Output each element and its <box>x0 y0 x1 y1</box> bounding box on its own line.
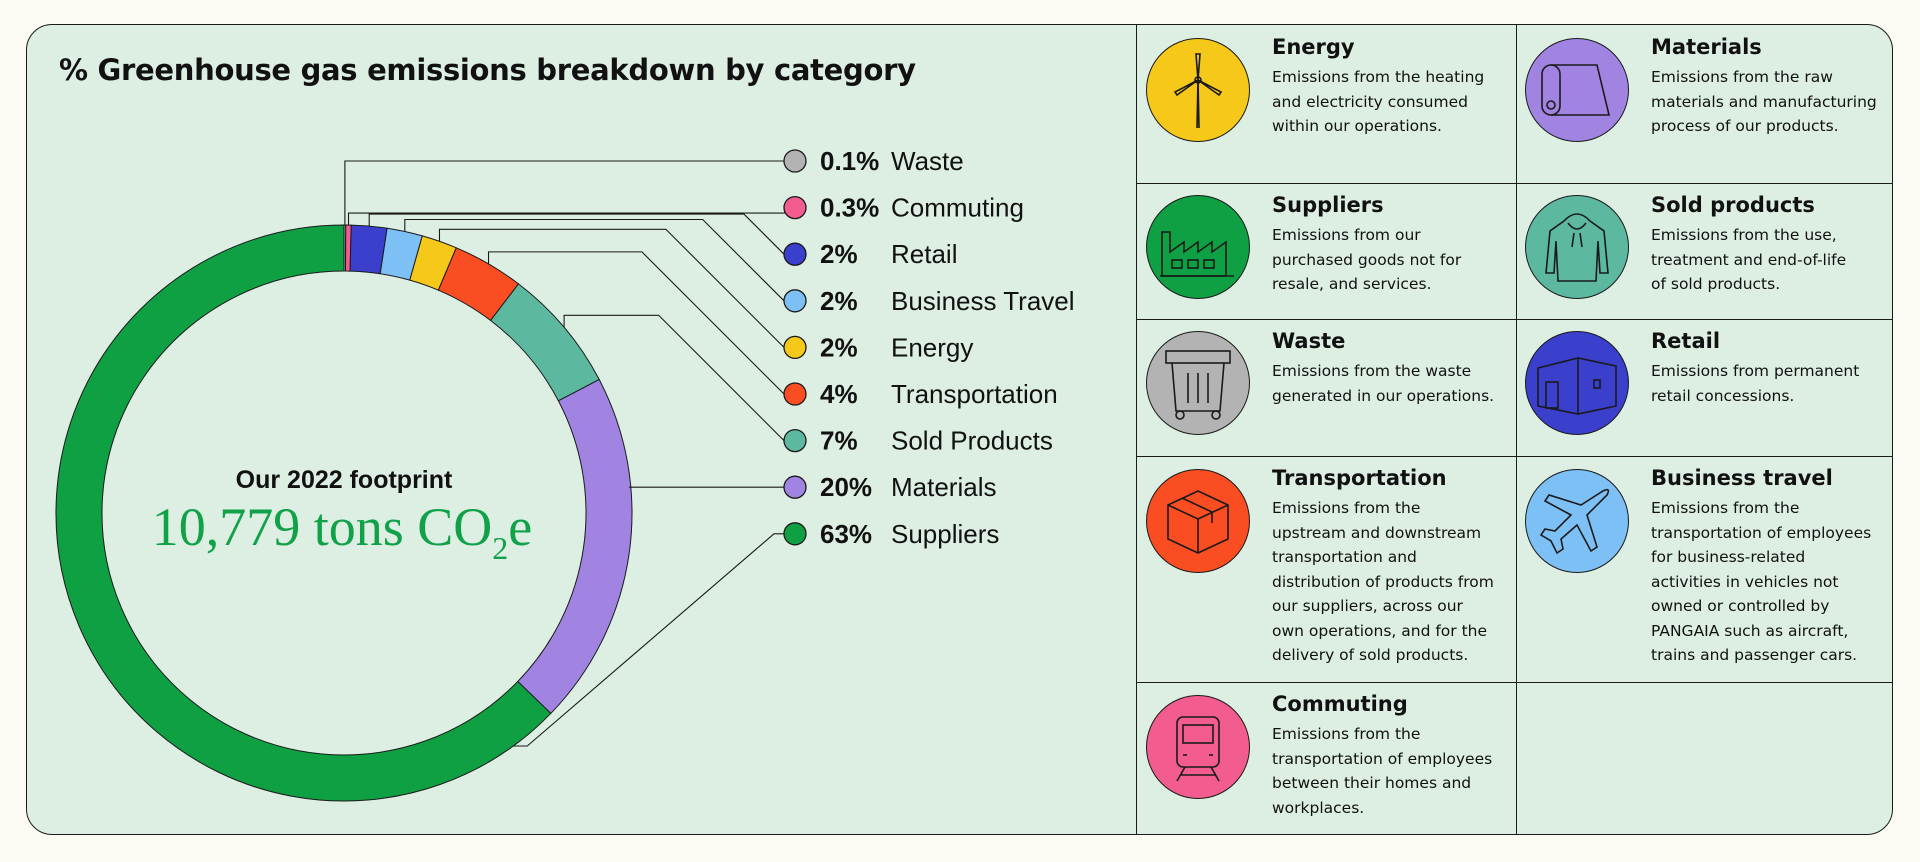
leader-line-commuting <box>347 207 791 226</box>
category-description: Emissions from the transportation of emp… <box>1651 499 1872 664</box>
category-card-materials: Materials Emissions from the raw material… <box>1516 25 1892 183</box>
waste-bin-icon <box>1146 331 1250 435</box>
legend-value-suppliers: 63% <box>820 519 872 549</box>
legend-dot-transportation <box>783 382 807 406</box>
center-value: 10,779 tons CO2e <box>152 497 533 566</box>
legend-dot-materials <box>783 475 807 499</box>
legend-value-waste: 0.1% <box>820 146 879 176</box>
legend-label-materials: Materials <box>891 472 996 502</box>
category-description: Emissions from permanent retail concessi… <box>1651 362 1860 405</box>
grid-divider <box>1137 682 1892 683</box>
legend-value-commuting: 0.3% <box>820 193 879 223</box>
category-description: Emissions from the upstream and downstre… <box>1272 499 1494 664</box>
category-title: Transportation <box>1272 466 1447 490</box>
grid-divider <box>1516 25 1517 834</box>
train-icon <box>1146 695 1250 799</box>
legend-label-suppliers: Suppliers <box>891 519 999 549</box>
legend-label-sold-products: Sold Products <box>891 426 1053 456</box>
legend-value-materials: 20% <box>820 472 872 502</box>
legend-dot-energy <box>783 335 807 360</box>
category-card-sold-products: Sold products Emissions from the use, tre… <box>1516 183 1892 319</box>
box-icon <box>1146 469 1250 573</box>
category-title: Business travel <box>1651 466 1833 490</box>
legend-value-energy: 2% <box>820 332 858 362</box>
legend-dot-sold-products <box>783 428 807 453</box>
category-title: Commuting <box>1272 692 1408 716</box>
category-description: Emissions from the heating and electrici… <box>1272 68 1485 135</box>
legend-dot-suppliers <box>783 522 807 546</box>
leader-line-sold-products <box>563 314 785 441</box>
legend-label-retail: Retail <box>891 239 957 269</box>
leader-line-suppliers <box>513 533 784 747</box>
legend-dot-commuting <box>783 195 807 220</box>
category-title: Suppliers <box>1272 193 1384 217</box>
category-card-energy: Energy Emissions from the heating and ele… <box>1137 25 1516 183</box>
legend-label-transportation: Transportation <box>891 379 1058 409</box>
wind-turbine-icon <box>1146 38 1250 142</box>
leader-line-waste <box>344 160 784 226</box>
category-card-retail: Retail Emissions from permanent retail co… <box>1516 319 1892 456</box>
category-title: Energy <box>1272 35 1355 59</box>
leader-line-retail <box>368 213 785 255</box>
category-description: Emissions from the transportation of emp… <box>1272 725 1493 817</box>
category-description: Emissions from the use, treatment and en… <box>1651 226 1847 293</box>
legend-value-transportation: 4% <box>820 379 858 409</box>
category-description: Emissions from our purchased goods not f… <box>1272 226 1462 293</box>
chart-title: % Greenhouse gas emissions breakdown by … <box>59 53 916 87</box>
category-card-transportation: Transportation Emissions from the upstrea… <box>1137 456 1516 682</box>
category-card-suppliers: Suppliers Emissions from our purchased go… <box>1137 183 1516 319</box>
grid-divider <box>1137 183 1892 184</box>
grid-divider <box>1137 456 1892 457</box>
legend-label-energy: Energy <box>891 332 973 362</box>
leader-line-transportation <box>487 251 785 395</box>
category-card-business-travel: Business travel Emissions from the transp… <box>1516 456 1892 682</box>
legend-label-waste: Waste <box>891 146 964 176</box>
airplane-icon <box>1525 469 1629 573</box>
fabric-roll-icon <box>1525 38 1629 142</box>
donut-chart: 0.1% Waste 0.3% Commuting 2% Retail 2% Business… <box>55 146 1075 802</box>
legend-label-business-travel: Business Travel <box>891 286 1075 316</box>
store-icon <box>1525 331 1629 435</box>
category-title: Materials <box>1651 35 1762 59</box>
legend-label-commuting: Commuting <box>891 193 1024 223</box>
legend-value-business-travel: 2% <box>820 286 858 316</box>
category-title: Retail <box>1651 329 1721 353</box>
hoodie-icon <box>1525 195 1629 299</box>
category-description: Emissions from the raw materials and man… <box>1651 68 1877 135</box>
category-description: Emissions from the waste generated in ou… <box>1272 362 1495 405</box>
slice-suppliers <box>55 224 552 802</box>
leader-line-energy <box>438 228 785 348</box>
legend-value-sold-products: 7% <box>820 426 858 456</box>
emissions-card: % Greenhouse gas emissions breakdown by … <box>26 24 1893 835</box>
legend-value-retail: 2% <box>820 239 858 269</box>
category-title: Sold products <box>1651 193 1815 217</box>
category-card-waste: Waste Emissions from the waste generated … <box>1137 319 1516 456</box>
slice-materials <box>517 378 633 715</box>
legend-dot-waste <box>783 149 807 173</box>
leader-line-business-travel <box>404 218 785 302</box>
factory-icon <box>1146 195 1250 299</box>
slice-sold-products <box>489 283 600 402</box>
category-grid: Energy Emissions from the heating and ele… <box>1136 25 1892 834</box>
legend-dot-business-travel <box>783 289 807 313</box>
category-card-commuting: Commuting Emissions from the transportati… <box>1137 682 1516 834</box>
grid-divider <box>1137 319 1892 320</box>
center-label: Our 2022 footprint <box>236 466 453 494</box>
legend-dot-retail <box>783 242 807 266</box>
category-title: Waste <box>1272 329 1346 353</box>
